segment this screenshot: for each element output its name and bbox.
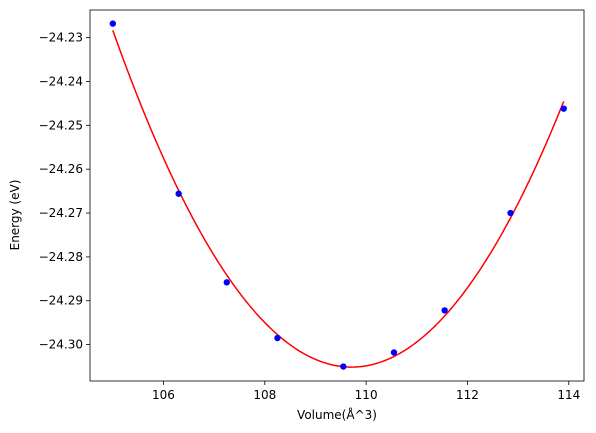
data-point [274, 334, 281, 342]
data-point [340, 363, 347, 370]
y-tick-label: −24.28 [39, 250, 83, 264]
x-tick-label: 106 [152, 388, 175, 402]
data-point [390, 349, 398, 356]
data-point [223, 279, 230, 286]
y-tick-label: −24.25 [39, 118, 83, 132]
x-tick-label: 114 [557, 388, 580, 402]
data-point [109, 20, 117, 27]
data-point [175, 190, 182, 197]
data-point [441, 307, 448, 314]
data-point [507, 209, 514, 217]
fit-curve [112, 30, 565, 368]
x-tick-label: 112 [456, 388, 479, 402]
x-axis-label: Volume(Å^3) [297, 407, 377, 422]
y-tick-label: −24.24 [39, 74, 83, 88]
x-tick-label: 108 [253, 388, 276, 402]
y-tick-label: −24.30 [39, 338, 83, 352]
y-tick-label: −24.27 [39, 206, 83, 220]
y-tick-label: −24.26 [39, 162, 83, 176]
data-point [560, 105, 567, 112]
y-tick-label: −24.23 [39, 31, 83, 45]
plot-frame [89, 9, 585, 382]
plot-area: 106 108 110 112 114 −24.23 −24.24 −24.25 −24.26 −… [39, 9, 585, 402]
x-tick-label: 110 [355, 388, 378, 402]
y-axis-label: Energy (eV) [8, 180, 22, 251]
y-tick-label: −24.29 [39, 294, 83, 308]
